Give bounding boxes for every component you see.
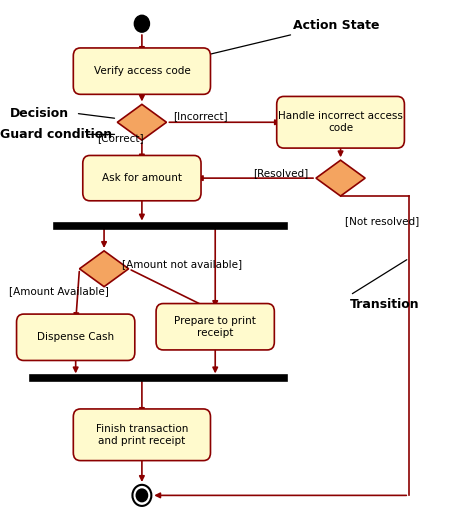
Text: [Incorrect]: [Incorrect] bbox=[173, 111, 227, 121]
Text: [Amount Available]: [Amount Available] bbox=[9, 286, 109, 296]
Circle shape bbox=[136, 489, 148, 502]
Text: Handle incorrect access
code: Handle incorrect access code bbox=[278, 111, 403, 133]
Circle shape bbox=[134, 15, 149, 32]
Circle shape bbox=[132, 485, 151, 506]
FancyBboxPatch shape bbox=[73, 48, 210, 94]
FancyBboxPatch shape bbox=[83, 155, 201, 201]
Text: Action State: Action State bbox=[293, 18, 380, 32]
Text: Guard condition: Guard condition bbox=[0, 128, 112, 141]
Text: [Amount not available]: [Amount not available] bbox=[122, 260, 242, 269]
Text: [Not resolved]: [Not resolved] bbox=[345, 217, 420, 226]
Text: Transition: Transition bbox=[350, 298, 420, 311]
Text: Verify access code: Verify access code bbox=[94, 66, 190, 76]
FancyBboxPatch shape bbox=[17, 314, 135, 360]
Polygon shape bbox=[79, 251, 129, 287]
Text: Decision: Decision bbox=[9, 107, 69, 120]
Text: Finish transaction
and print receipt: Finish transaction and print receipt bbox=[96, 424, 188, 446]
Text: Prepare to print
receipt: Prepare to print receipt bbox=[174, 316, 256, 338]
Text: [Resolved]: [Resolved] bbox=[253, 168, 308, 178]
Polygon shape bbox=[117, 104, 166, 140]
Text: Ask for amount: Ask for amount bbox=[102, 173, 182, 183]
FancyBboxPatch shape bbox=[73, 409, 210, 461]
Text: [Correct]: [Correct] bbox=[97, 133, 144, 143]
FancyBboxPatch shape bbox=[277, 96, 404, 148]
FancyBboxPatch shape bbox=[156, 304, 274, 350]
Polygon shape bbox=[316, 160, 365, 196]
Text: Dispense Cash: Dispense Cash bbox=[37, 333, 114, 342]
